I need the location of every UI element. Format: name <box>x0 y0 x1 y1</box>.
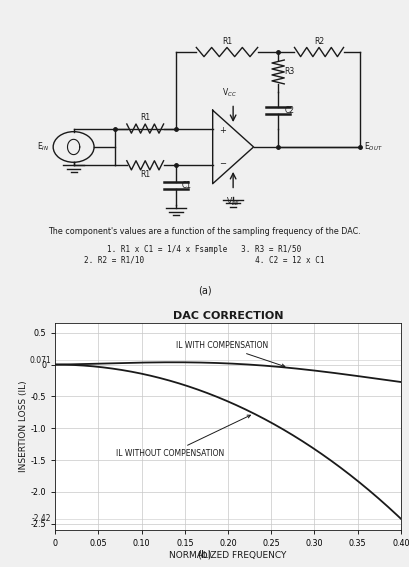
Text: V$_{CC}$: V$_{CC}$ <box>222 86 236 99</box>
Text: 1. R1 x C1 = 1/4 x Fsample   3. R3 = R1/50
2. R2 = R1/10                        : 1. R1 x C1 = 1/4 x Fsample 3. R3 = R1/50… <box>84 245 325 264</box>
Text: C1: C1 <box>182 181 192 190</box>
Text: V$_{EE}$: V$_{EE}$ <box>226 195 240 208</box>
Text: R2: R2 <box>314 37 324 46</box>
Text: -2.42: -2.42 <box>31 514 51 523</box>
Y-axis label: INSERTION LOSS (IL): INSERTION LOSS (IL) <box>19 381 28 472</box>
Text: (b): (b) <box>197 549 212 560</box>
Text: R1: R1 <box>140 170 150 179</box>
Text: R1: R1 <box>140 113 150 122</box>
Text: The component's values are a function of the sampling frequency of the DAC.: The component's values are a function of… <box>48 227 361 235</box>
Text: 0.071: 0.071 <box>29 356 51 365</box>
X-axis label: NORMALIZED FREQUENCY: NORMALIZED FREQUENCY <box>169 551 287 560</box>
Text: R3: R3 <box>284 67 294 77</box>
Text: E$_{OUT}$: E$_{OUT}$ <box>364 141 383 153</box>
Text: IL WITHOUT COMPENSATION: IL WITHOUT COMPENSATION <box>116 415 250 458</box>
Text: R1: R1 <box>222 37 232 46</box>
Text: C2: C2 <box>284 105 294 115</box>
Text: +: + <box>219 126 226 135</box>
Text: E$_{IN}$: E$_{IN}$ <box>37 141 49 153</box>
Text: IL WITH COMPENSATION: IL WITH COMPENSATION <box>176 341 285 367</box>
Text: (a): (a) <box>198 286 211 296</box>
Title: DAC CORRECTION: DAC CORRECTION <box>173 311 283 321</box>
Text: −: − <box>219 159 226 168</box>
